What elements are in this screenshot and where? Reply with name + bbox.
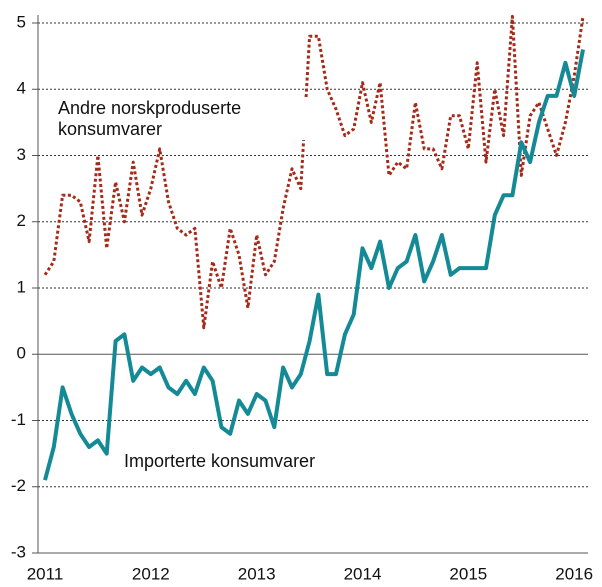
y-tick-label: 0	[17, 344, 26, 363]
x-tick-label: 2011	[27, 564, 64, 583]
series-label: Importerte konsumvarer	[124, 451, 316, 472]
x-tick-label: 2016	[555, 564, 593, 583]
y-tick-label: -1	[11, 410, 26, 429]
y-tick-label: 5	[17, 12, 26, 31]
series-label: Andre norskproduserte konsumvarer	[58, 98, 308, 140]
line-series	[43, 49, 585, 481]
line-series	[43, 14, 585, 330]
y-tick-label: -3	[11, 542, 26, 561]
x-tick-label: 2014	[344, 564, 382, 583]
y-tick-label: 3	[17, 145, 26, 164]
y-tick-label: 4	[17, 79, 26, 98]
y-tick-label: 1	[17, 277, 26, 296]
x-tick-label: 2012	[132, 564, 170, 583]
y-tick-label: -2	[11, 476, 26, 495]
y-tick-label: 2	[17, 211, 26, 230]
x-tick-label: 2013	[238, 564, 276, 583]
x-tick-label: 2015	[449, 564, 487, 583]
